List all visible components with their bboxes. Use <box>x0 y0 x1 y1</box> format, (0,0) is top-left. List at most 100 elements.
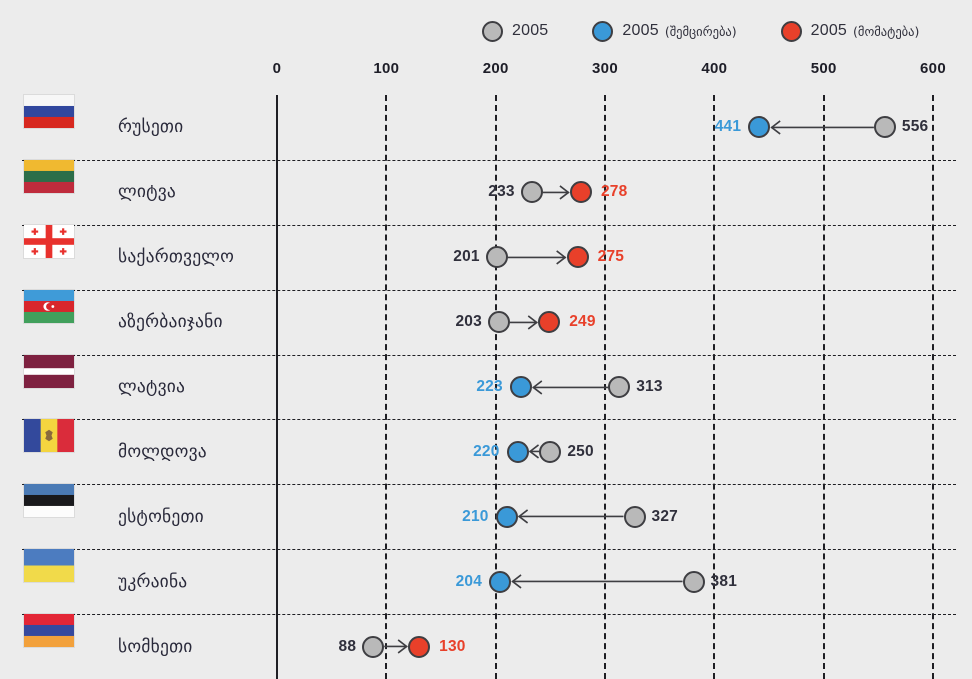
end-dot <box>566 246 589 269</box>
x-tick-label: 400 <box>701 60 728 77</box>
end-dot <box>569 181 592 204</box>
trend-arrow <box>770 120 874 135</box>
start-dot <box>362 635 385 658</box>
start-dot <box>682 570 705 593</box>
country-label: აზერბაიჯანი <box>118 312 223 333</box>
end-value: 204 <box>455 572 483 590</box>
chart-row: საქართველო 201 275 <box>0 224 972 290</box>
row-separator <box>22 159 956 161</box>
start-value: 88 <box>338 637 357 655</box>
start-value: 203 <box>455 313 482 331</box>
flag-ukraine-icon <box>24 549 74 583</box>
end-value: 249 <box>569 313 596 331</box>
start-dot <box>520 181 543 204</box>
end-value: 275 <box>597 248 625 266</box>
end-value: 278 <box>600 183 628 201</box>
chart-row: ესტონეთი 327 210 <box>0 484 972 549</box>
gridline-vertical <box>932 95 934 679</box>
legend-label: 2005 <box>810 22 848 39</box>
start-dot <box>485 246 508 269</box>
x-tick-label: 500 <box>810 60 837 77</box>
flag-estonia-icon <box>24 484 74 518</box>
end-dot <box>509 375 532 398</box>
x-axis: 0 100 200 300 400 500 600 <box>0 60 972 86</box>
flag-lithuania-icon <box>24 159 74 193</box>
end-dot <box>489 570 512 593</box>
end-dot <box>538 311 561 334</box>
end-dot <box>495 505 518 528</box>
start-dot <box>539 440 562 463</box>
trend-arrow <box>509 314 539 330</box>
plot-area: რუსეთი 556 441 ლიტვა 233 278 საქართველო … <box>0 95 972 679</box>
legend-qualifier: (მომატება) <box>853 23 920 39</box>
trend-arrow <box>511 574 683 589</box>
end-value: 441 <box>714 118 742 136</box>
start-value: 556 <box>901 118 929 136</box>
chart-row: აზერბაიჯანი 203 249 <box>0 289 972 355</box>
flag-azerbaijan-icon <box>24 289 74 323</box>
country-label: მოლდოვა <box>118 441 207 462</box>
country-label: უკრაინა <box>118 571 188 592</box>
flag-latvia-icon <box>24 354 74 388</box>
x-tick-label: 100 <box>373 60 400 77</box>
chart-row: ლატვია 313 223 <box>0 354 972 420</box>
legend-dot-base-icon <box>482 20 503 42</box>
legend-item-decrease: 2005 (შემცირება) <box>592 20 737 42</box>
trend-arrow <box>517 509 624 524</box>
legend-dot-decrease-icon <box>592 20 614 42</box>
trend-arrow <box>507 250 567 265</box>
country-label: ესტონეთი <box>118 506 204 527</box>
legend-qualifier: (შემცირება) <box>664 23 737 39</box>
row-separator <box>22 224 956 226</box>
start-dot <box>487 311 510 334</box>
start-dot <box>873 116 896 139</box>
gridline-vertical <box>713 95 716 679</box>
start-value: 327 <box>651 507 678 525</box>
row-separator <box>22 354 956 356</box>
legend: 2005 2005 (შემცირება) 2005 (მომატება) <box>482 16 919 46</box>
country-label: რუსეთი <box>118 117 184 138</box>
trend-arrow <box>542 185 570 200</box>
chart-row: რუსეთი 556 441 <box>0 95 972 160</box>
start-value: 381 <box>710 572 738 590</box>
start-value: 201 <box>453 248 480 266</box>
country-label: ლატვია <box>118 376 186 397</box>
end-value: 220 <box>473 442 500 460</box>
legend-dot-increase-icon <box>780 20 802 42</box>
flag-armenia-icon <box>24 614 74 648</box>
start-value: 233 <box>488 183 515 201</box>
y-axis-line <box>276 95 278 679</box>
chart-row: მოლდოვა 250 220 <box>0 419 972 484</box>
chart-row: ლიტვა 233 278 <box>0 159 972 225</box>
legend-label: 2005 <box>512 22 549 39</box>
country-label: საქართველო <box>118 247 235 268</box>
start-dot <box>623 505 646 528</box>
row-separator <box>22 289 956 291</box>
legend-item-increase: 2005 (მომატება) <box>780 20 920 42</box>
chart-row: უკრაინა 381 204 <box>0 549 972 614</box>
trend-arrow <box>531 379 609 395</box>
start-value: 250 <box>567 442 594 460</box>
country-label: სომხეთი <box>118 636 193 657</box>
gridline-vertical <box>494 95 497 679</box>
country-label: ლიტვა <box>118 182 176 203</box>
gridline-vertical <box>822 95 825 679</box>
end-value: 210 <box>462 507 489 525</box>
legend-item-base: 2005 <box>482 20 549 42</box>
flag-georgia-icon <box>24 224 74 258</box>
trend-arrow <box>528 444 540 460</box>
row-separator <box>22 419 956 421</box>
flag-moldova-icon <box>24 419 74 453</box>
end-value: 223 <box>476 377 503 395</box>
x-tick-label: 200 <box>482 60 509 77</box>
x-tick-label: 600 <box>920 60 946 77</box>
row-separator <box>22 549 956 551</box>
x-tick-label: 300 <box>592 60 618 77</box>
chart-row: სომხეთი 88 130 <box>0 614 972 679</box>
flag-russia-icon <box>24 95 74 128</box>
end-value: 130 <box>439 637 466 655</box>
end-dot <box>506 440 529 463</box>
start-dot <box>608 375 631 398</box>
x-tick-label: 0 <box>272 60 282 77</box>
